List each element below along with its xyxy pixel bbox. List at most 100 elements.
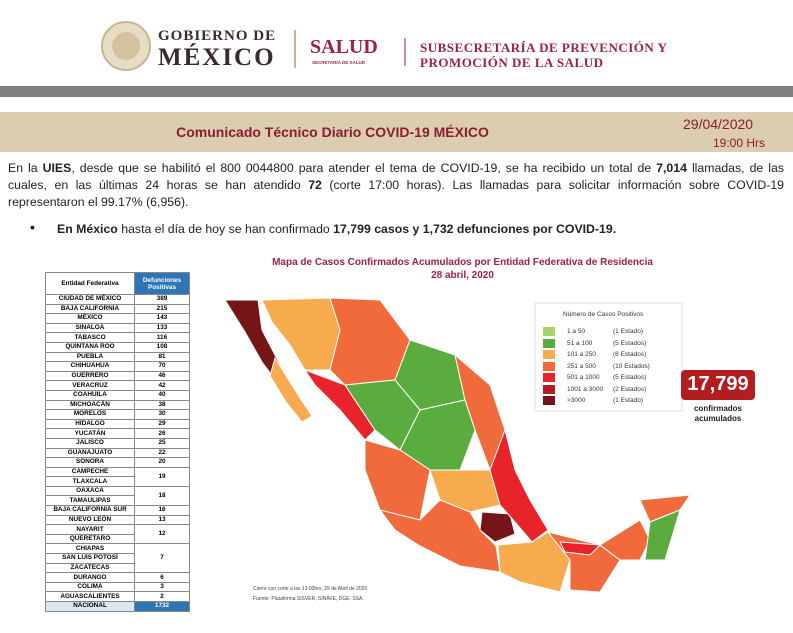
state-cell: GUANAJUATO (45, 447, 135, 459)
row: DURANGO 6 (45, 572, 190, 583)
state-cell: YUCATÁN (45, 428, 135, 439)
legend-swatch (543, 361, 555, 371)
salud: SALUD (310, 36, 378, 58)
value-cell: 389 (134, 294, 190, 305)
banner-time: 19:00 Hrs (713, 136, 766, 150)
value-cell: 133 (134, 322, 190, 334)
legend-range: 1 a 50 (567, 328, 586, 335)
gray-bar (0, 86, 793, 97)
row: TABASCO 116 (45, 332, 190, 343)
row: QUINTANA ROO 108 (45, 341, 190, 353)
row: MÉXICO 143 (45, 313, 190, 324)
map-note: Cierre con corte a las 13:00hrs, 29 de A… (253, 586, 368, 592)
text-run: hasta el día de hoy se han confirmado (117, 222, 334, 236)
legend-title: Número de Casos Positivos (563, 311, 644, 318)
value-cell: 16 (134, 505, 190, 516)
banner-title: Comunicado Técnico Diario COVID-19 MÉXIC… (176, 124, 489, 140)
text-run: llamadas, de las cuales, en las últimas … (8, 161, 784, 192)
legend-range: >3000 (567, 397, 586, 404)
state-cell: AGUASCALIENTES (45, 591, 135, 602)
legend-count: (5 Estados) (613, 374, 647, 381)
value-cell: 70 (134, 361, 190, 372)
gov-line: MÉXICO (158, 44, 276, 71)
paragraph: En la UIES, desde que se habilitó el 800… (8, 160, 784, 211)
state-cell: HIDALGO (45, 418, 135, 430)
text-run: En México (57, 222, 118, 236)
state-cell: PUEBLA (45, 351, 135, 363)
state-cell: NUEVO LEÓN (45, 514, 135, 526)
legend-count: (2 Estados) (613, 385, 647, 393)
text-run: (corte 17:00 horas). Las llamadas para s… (8, 178, 784, 209)
row: MICHOACÁN 38 (45, 399, 190, 411)
banner (0, 112, 793, 152)
text-run: 7,014 (656, 161, 687, 175)
state-cell: QUINTANA ROO (45, 341, 135, 353)
value-cell: 1732 (134, 601, 190, 612)
row: NUEVO LEÓN 13 (45, 514, 190, 526)
total-caption: confirmados (693, 404, 742, 413)
row: YUCATÁN 26 (45, 428, 190, 439)
legend-count: (8 Estados) (613, 351, 647, 358)
total-row: NACIONAL 1732 (45, 601, 190, 612)
legend-swatch (543, 396, 555, 405)
row: CHIAPAS 7 (45, 543, 190, 574)
gov-line: GOBIERNO DE (158, 28, 277, 44)
total-box (681, 370, 755, 400)
value-cell: 20 (134, 457, 190, 468)
row: CIUDAD DE MÉXICO 389 (45, 294, 190, 305)
legend-range: 501 a 1000 (567, 374, 600, 381)
legend-swatch (543, 384, 555, 394)
state-cell: TLAXCALA (45, 476, 135, 487)
value-cell: 13 (134, 514, 190, 526)
legend-count: (1 Estado) (613, 397, 643, 404)
map-title: Mapa de Casos Confirmados Acumulados por… (272, 257, 653, 268)
state-cell: MORELOS (45, 409, 135, 420)
value-cell: 6 (134, 572, 190, 583)
map-source: Fuente: Plataforma SISVER, SINAVE, DGE, … (253, 596, 364, 602)
state-cell: JALISCO (45, 437, 135, 449)
legend-count: (5 Estados) (613, 339, 647, 347)
value-cell: 22 (134, 447, 190, 459)
value-cell: 81 (134, 351, 190, 363)
banner-date: 29/04/2020 (683, 116, 754, 132)
row: AGUASCALIENTES 2 (45, 591, 190, 602)
legend-swatch (543, 373, 555, 382)
row: COLIMA 3 (45, 581, 190, 593)
row: SINALOA 133 (45, 322, 190, 334)
legend-range: 251 a 500 (567, 362, 596, 370)
value-cell: 116 (134, 332, 190, 343)
value-cell: 46 (134, 370, 190, 382)
state-cell: CHIHUAHUA (45, 361, 135, 372)
salud-sub: SECRETARÍA DE SALUD (312, 60, 366, 65)
map (224, 297, 692, 593)
row: MORELOS 30 (45, 409, 190, 420)
emblem-core (112, 32, 140, 60)
value-cell: 3 (134, 581, 190, 593)
sub-line: PROMOCIÓN DE LA SALUD (420, 55, 604, 70)
header-cell: Entidad Federativa (45, 272, 135, 295)
row: OAXACA 18 (45, 485, 190, 507)
state-cell: SINALOA (45, 322, 135, 334)
state-cell: GUERRERO (45, 370, 135, 382)
value-cell: 19 (134, 466, 190, 487)
state-cell: MÉXICO (45, 313, 135, 324)
row: PUEBLA 81 (45, 351, 190, 363)
text-run: , desde que se habilitó el 800 0044800 p… (71, 161, 657, 175)
total-number: 17,799 (687, 373, 749, 395)
value-cell: 108 (134, 341, 190, 353)
legend-swatch (543, 350, 555, 359)
value-cell: 30 (134, 409, 190, 420)
state-cell: TABASCO (45, 332, 135, 343)
row: VERACRUZ 42 (45, 380, 190, 391)
text-run: 17,799 casos y 1,732 defunciones por COV… (333, 222, 617, 236)
row: GUERRERO 46 (45, 370, 190, 382)
value-cell: 38 (134, 399, 190, 411)
value-cell: 215 (134, 303, 190, 315)
table: Entidad Federativa Defunciones Positivas C… (45, 272, 190, 612)
value-cell: 2 (134, 591, 190, 602)
legend-count: (1 Estado) (613, 328, 643, 335)
row: BAJA CALIFORNIA SUR 16 (45, 505, 190, 516)
legend-count: (10 Estados) (613, 362, 650, 370)
state-cell: QUERETARO (45, 533, 135, 545)
